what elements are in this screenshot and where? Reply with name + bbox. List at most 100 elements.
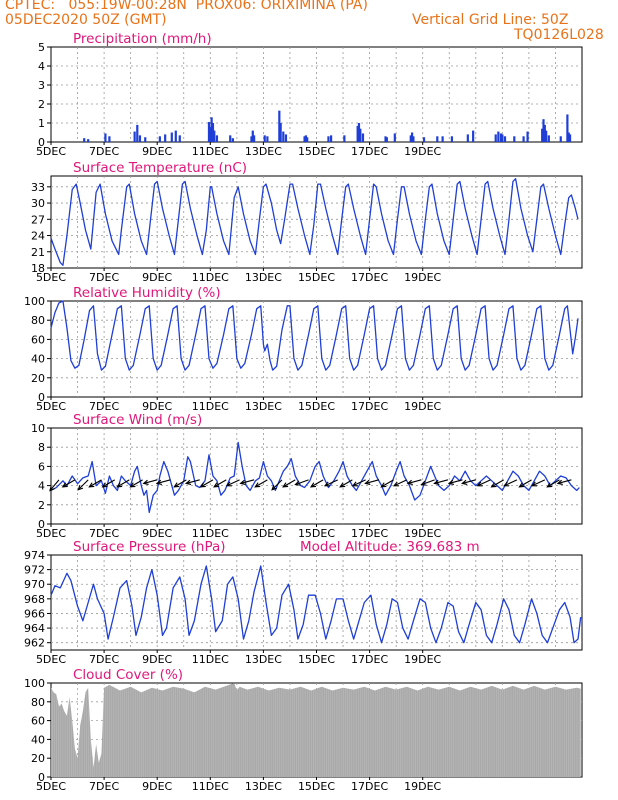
wind-vector [226, 479, 240, 487]
y-tick-label: 10 [31, 422, 45, 435]
x-tick-label: 15DEC [298, 780, 335, 793]
wind-arrowhead [546, 482, 553, 488]
wind-vector [49, 479, 60, 491]
y-tick-label: 27 [31, 213, 45, 226]
wind-vector [504, 479, 518, 487]
wind-vector [240, 479, 255, 484]
wind-vector [477, 479, 491, 487]
wind-vector [77, 479, 89, 491]
precip-bar [170, 132, 173, 142]
panel-temp [47, 175, 583, 271]
cloud-cover-area [51, 683, 581, 777]
y-tick-label: 18 [31, 262, 45, 275]
x-tick-label: 7DEC [89, 271, 119, 284]
rh-series-line [50, 300, 579, 371]
y-tick-label: 4 [38, 480, 45, 493]
y-tick-label: 60 [31, 715, 45, 728]
precip-bar [250, 136, 253, 142]
precip-bar [209, 126, 212, 142]
y-tick-label: 30 [31, 197, 45, 210]
wind-arrowhead [309, 482, 317, 488]
wind-arrowhead [530, 481, 538, 487]
wind-vector [393, 479, 408, 487]
precip-bar [210, 117, 213, 142]
wind-vector [491, 479, 504, 488]
precip-bar [330, 135, 333, 142]
precip-bar [559, 136, 562, 142]
precip-bar [83, 138, 86, 142]
precip-bar [215, 135, 219, 142]
panel-title: Cloud Cover (%) [73, 667, 183, 683]
panel-cloud [47, 682, 583, 780]
precip-bar [385, 137, 388, 142]
wind-arrowhead [116, 482, 123, 488]
wind-arrowhead [155, 479, 162, 485]
precip-bar [278, 110, 281, 142]
precip-bar [466, 134, 469, 142]
x-tick-label: 13DEC [245, 400, 282, 413]
x-tick-label: 19DEC [404, 653, 441, 666]
precip-bar [174, 130, 177, 142]
panel-rh [47, 300, 583, 400]
x-tick-label: 13DEC [245, 145, 282, 158]
y-tick-label: 0 [38, 771, 45, 784]
wind-arrowhead [88, 482, 95, 488]
precip-bar [568, 134, 572, 142]
precip-bar [178, 135, 181, 142]
x-tick-label: 9DEC [142, 400, 172, 413]
wind-arrowhead [351, 481, 358, 487]
wind-vector [271, 479, 283, 491]
precip-bar [207, 122, 211, 142]
x-tick-label: 7DEC [89, 400, 119, 413]
y-tick-label: 20 [31, 372, 45, 385]
wind-vector [365, 479, 380, 484]
precip-bar [436, 136, 439, 142]
precip-bar [361, 133, 365, 142]
x-tick-label: 13DEC [245, 780, 282, 793]
wind-arrowhead [420, 480, 427, 486]
precip-bar [108, 136, 111, 142]
y-tick-label: 962 [24, 637, 45, 650]
y-tick-label: 8 [38, 441, 45, 454]
x-tick-label: 7DEC [89, 653, 119, 666]
x-tick-label: 5DEC [36, 653, 66, 666]
wind-vector [200, 479, 214, 488]
wind-arrowhead [213, 482, 220, 488]
x-tick-label: 11DEC [192, 653, 229, 666]
y-tick-label: 972 [24, 564, 45, 577]
precip-bar [282, 131, 285, 142]
wind-arrowhead [254, 482, 261, 488]
panel-title: Precipitation (mm/h) [73, 31, 212, 47]
wind-arrowhead [77, 484, 84, 491]
temp-series-line [50, 178, 579, 266]
wind-arrowhead [61, 482, 68, 488]
wind-arrowhead [392, 481, 400, 487]
x-tick-label: 7DEC [89, 145, 119, 158]
wind-vector [462, 479, 476, 484]
wind-vector [143, 479, 158, 484]
panel-title: Surface Temperature (nC) [73, 160, 247, 176]
wind-vector [448, 479, 463, 484]
precip-bar [409, 135, 412, 142]
precip-bar [412, 136, 415, 142]
panel-precip [47, 46, 583, 145]
x-tick-label: 19DEC [404, 780, 441, 793]
wind-vector [557, 479, 572, 484]
precip-bar [545, 130, 548, 142]
wind-arrowhead [282, 482, 289, 488]
precip-bar [359, 128, 362, 142]
precip-bar [472, 130, 475, 142]
wind-vector [89, 479, 102, 488]
precip-bar [547, 135, 550, 142]
wind-vector [324, 479, 338, 487]
precip-bar [138, 135, 142, 142]
x-tick-label: 5DEC [36, 145, 66, 158]
y-tick-label: 80 [31, 696, 45, 709]
pressure-series-line [50, 565, 582, 644]
precip-bar [284, 134, 288, 142]
wind-arrowhead [142, 479, 149, 485]
wind-arrowhead [556, 479, 563, 485]
x-tick-label: 7DEC [89, 527, 119, 540]
y-tick-label: 100 [24, 295, 45, 308]
